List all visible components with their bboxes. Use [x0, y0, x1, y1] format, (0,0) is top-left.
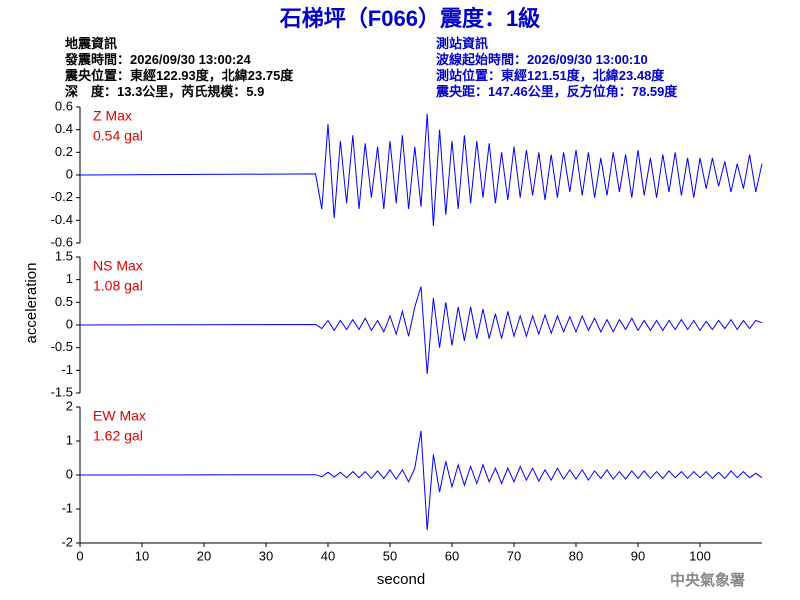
- y-tick-label: 2: [66, 398, 73, 413]
- y-tick-label: -0.2: [51, 189, 73, 204]
- info-line: 深 度：13.3公里，芮氏規模：5.9: [65, 84, 264, 99]
- x-tick-label: 0: [76, 548, 83, 563]
- x-tick-label: 60: [445, 548, 459, 563]
- x-tick-label: 80: [569, 548, 583, 563]
- y-tick-label: 0.2: [55, 144, 73, 159]
- y-tick-label: -0.6: [51, 234, 73, 249]
- info-line: 震央距：147.46公里，反方位角：78.59度: [435, 84, 678, 99]
- y-tick-label: -0.5: [51, 339, 73, 354]
- y-tick-label: -1.5: [51, 384, 73, 399]
- waveform: [79, 113, 763, 227]
- annotation: EW Max: [93, 408, 146, 424]
- y-tick-label: 1: [66, 432, 73, 447]
- info-line: 測站資訊: [436, 36, 488, 51]
- waveform: [79, 430, 763, 531]
- y-tick-label: 0.5: [55, 294, 73, 309]
- x-tick-label: 90: [631, 548, 645, 563]
- y-tick-label: 1.5: [55, 248, 73, 263]
- footer: 中央氣象署: [670, 571, 745, 589]
- info-line: 波線起始時間：2026/09/30 13:00:10: [436, 52, 648, 67]
- y-tick-label: -0.4: [51, 212, 73, 227]
- y-tick-label: -1: [61, 362, 73, 377]
- x-tick-label: 100: [689, 548, 711, 563]
- title: 石梯坪（F066）震度：1級: [279, 6, 540, 31]
- x-axis-label: second: [377, 571, 425, 588]
- x-tick-label: 20: [197, 548, 211, 563]
- annotation: 1.62 gal: [93, 428, 143, 444]
- x-tick-label: 10: [135, 548, 149, 563]
- info-line: 測站位置：東經121.51度，北緯23.48度: [436, 68, 665, 83]
- y-axis-label: acceleration: [23, 263, 40, 344]
- annotation: Z Max: [93, 108, 132, 124]
- waveform: [79, 286, 763, 375]
- info-line: 地震資訊: [65, 36, 117, 51]
- info-line: 發震時間：2026/09/30 13:00:24: [64, 52, 251, 67]
- x-tick-label: 50: [383, 548, 397, 563]
- y-tick-label: -1: [61, 500, 73, 515]
- y-tick-label: 1: [66, 271, 73, 286]
- y-tick-label: 0.6: [55, 98, 73, 113]
- y-tick-label: -2: [61, 534, 73, 549]
- x-tick-label: 30: [259, 548, 273, 563]
- y-tick-label: 0: [66, 166, 73, 181]
- y-tick-label: 0: [66, 316, 73, 331]
- y-tick-label: 0: [66, 466, 73, 481]
- x-tick-label: 40: [321, 548, 335, 563]
- x-tick-label: 70: [507, 548, 521, 563]
- y-tick-label: 0.4: [55, 121, 73, 136]
- annotation: NS Max: [93, 258, 143, 274]
- annotation: 1.08 gal: [93, 278, 143, 294]
- info-line: 震央位置：東經122.93度，北緯23.75度: [64, 68, 294, 83]
- annotation: 0.54 gal: [93, 128, 143, 144]
